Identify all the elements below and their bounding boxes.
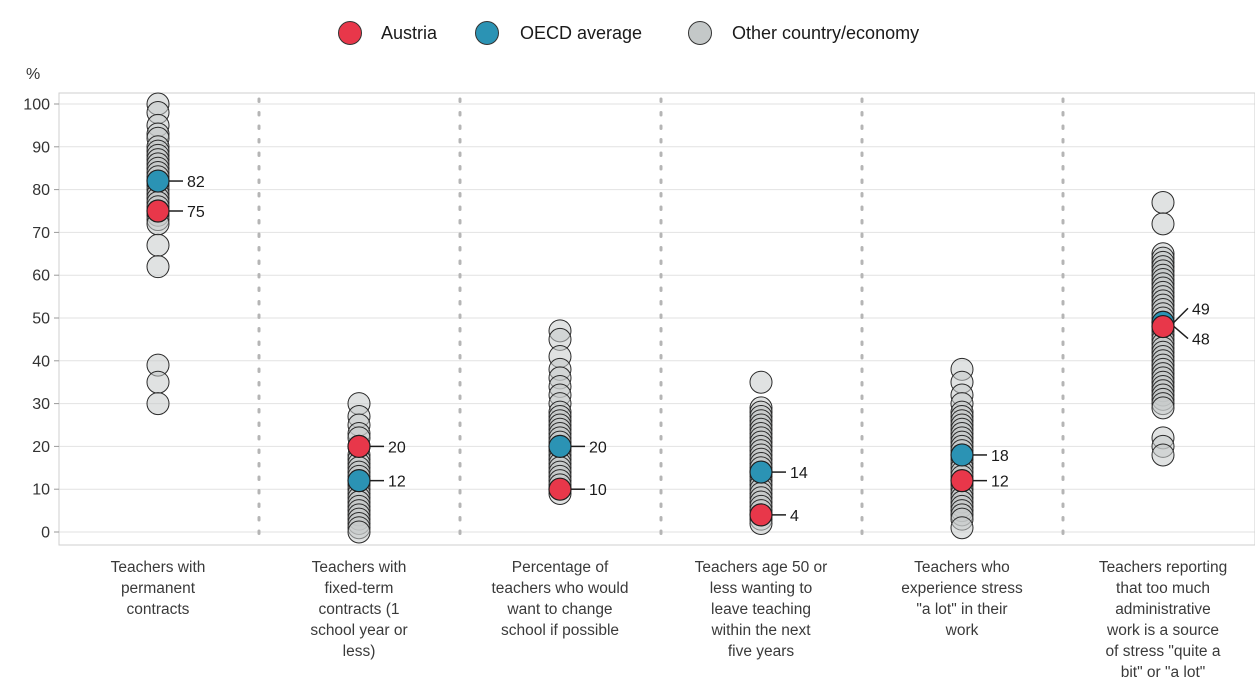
oecd-average-value-label: 14 bbox=[790, 465, 808, 482]
austria-value-label: 75 bbox=[187, 204, 205, 221]
austria-point bbox=[347, 434, 371, 458]
oecd-average-value-label: 82 bbox=[187, 174, 205, 191]
point-other-country bbox=[146, 233, 170, 257]
category-label: Teachers who experience stress "a lot" in … bbox=[901, 559, 1023, 639]
y-tick-label: 10 bbox=[32, 482, 50, 499]
oecd-average-value-label: 12 bbox=[388, 474, 406, 491]
oecd-average-value-label: 20 bbox=[589, 439, 607, 456]
point-other-country bbox=[950, 516, 974, 540]
y-tick-label: 40 bbox=[32, 353, 50, 370]
oecd-average-point bbox=[950, 443, 974, 467]
legend-other-country-marker bbox=[688, 21, 712, 45]
oecd-average-point bbox=[548, 434, 572, 458]
plot-area: 0 10 20 30 40 50 60 70 80 90 100 Teachers with perma… bbox=[23, 92, 1255, 681]
austria-point bbox=[749, 503, 773, 527]
austria-value-label: 20 bbox=[388, 439, 406, 456]
austria-leader-line bbox=[1173, 325, 1189, 340]
y-tick-label: 30 bbox=[32, 396, 50, 413]
point-other-country bbox=[1151, 212, 1175, 236]
oecd-average-leader-line bbox=[1173, 307, 1189, 323]
oecd-average-point bbox=[146, 169, 170, 193]
oecd-average-point bbox=[749, 460, 773, 484]
plot-frame bbox=[58, 92, 1255, 546]
y-tick-label: 20 bbox=[32, 439, 50, 456]
legend-oecd-average-label: OECD average bbox=[520, 23, 642, 43]
legend-other-country-label: Other country/economy bbox=[732, 23, 919, 43]
y-tick-label: 90 bbox=[32, 139, 50, 156]
legend: Austria OECD average Other country/economy bbox=[338, 21, 919, 45]
point-other-country bbox=[1151, 396, 1175, 420]
austria-point bbox=[950, 469, 974, 493]
point-other-country bbox=[146, 392, 170, 416]
y-tick-label: 100 bbox=[23, 97, 50, 114]
austria-value-label: 4 bbox=[790, 508, 799, 525]
category-label: Teachers age 50 or less wanting to leave t… bbox=[695, 559, 828, 660]
point-other-country bbox=[1151, 443, 1175, 467]
category-label: Teachers with permanent contracts bbox=[111, 559, 206, 618]
point-other-country bbox=[749, 370, 773, 394]
point-other-country bbox=[347, 520, 371, 544]
y-tick-label: 0 bbox=[41, 525, 50, 542]
austria-point bbox=[548, 477, 572, 501]
legend-austria-label: Austria bbox=[381, 23, 438, 43]
point-other-country bbox=[146, 370, 170, 394]
austria-point bbox=[1151, 314, 1175, 339]
y-tick-label: 80 bbox=[32, 182, 50, 199]
point-other-country bbox=[146, 255, 170, 279]
oecd-average-value-label: 18 bbox=[991, 448, 1009, 465]
austria-value-label: 10 bbox=[589, 482, 607, 499]
category-label: Teachers with fixed-term contracts (1 schoo… bbox=[310, 559, 407, 660]
category-label: Teachers reporting that too much administr… bbox=[1099, 559, 1227, 681]
oecd-average-point bbox=[347, 469, 371, 493]
legend-austria-marker bbox=[338, 21, 362, 45]
y-tick-label: 70 bbox=[32, 225, 50, 242]
legend-oecd-average-marker bbox=[475, 21, 499, 45]
oecd-average-value-label: 49 bbox=[1192, 301, 1210, 318]
austria-point bbox=[146, 199, 170, 223]
y-tick-label: 60 bbox=[32, 268, 50, 285]
category-label: Percentage of teachers who would want to c… bbox=[492, 559, 629, 639]
austria-value-label: 48 bbox=[1192, 332, 1210, 349]
y-axis-unit: % bbox=[26, 66, 40, 83]
point-other-country bbox=[1151, 190, 1175, 214]
austria-value-label: 12 bbox=[991, 474, 1009, 491]
y-tick-label: 50 bbox=[32, 311, 50, 328]
